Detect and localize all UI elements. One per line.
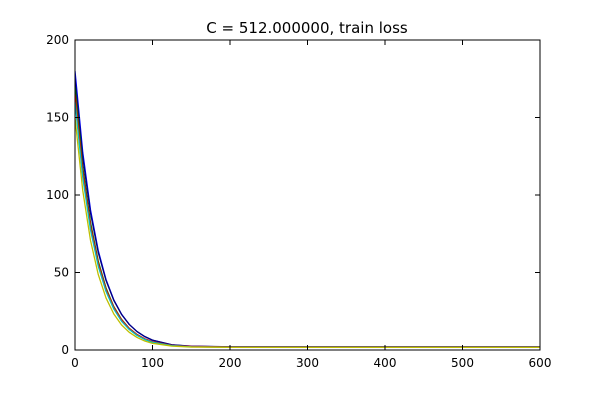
- series-line-5: [75, 101, 540, 348]
- x-tick-label: 300: [296, 356, 319, 370]
- plot-area: [75, 70, 540, 349]
- x-tick-label: 500: [451, 356, 474, 370]
- y-tick-label: 150: [46, 111, 69, 125]
- x-tick-label: 200: [219, 356, 242, 370]
- y-tick-label: 50: [54, 266, 69, 280]
- x-tick-label: 0: [71, 356, 79, 370]
- series-line-6: [75, 117, 540, 349]
- series-line-1: [75, 70, 540, 348]
- series-line-3: [75, 86, 540, 348]
- x-tick-label: 100: [141, 356, 164, 370]
- axes: 0 100 200 300 400 500 600 0 50 100 150 200: [46, 33, 551, 370]
- y-tick-label: 100: [46, 188, 69, 202]
- series-line-2: [75, 78, 540, 348]
- y-tick-label: 0: [61, 343, 69, 357]
- y-tick-label: 200: [46, 33, 69, 47]
- x-tick-label: 600: [529, 356, 552, 370]
- x-tick-label: 400: [374, 356, 397, 370]
- series-line-4: [75, 94, 540, 348]
- plot-frame: [74, 39, 541, 351]
- chart-title: C = 512.000000, train loss: [206, 19, 408, 37]
- series-lines: [75, 70, 540, 349]
